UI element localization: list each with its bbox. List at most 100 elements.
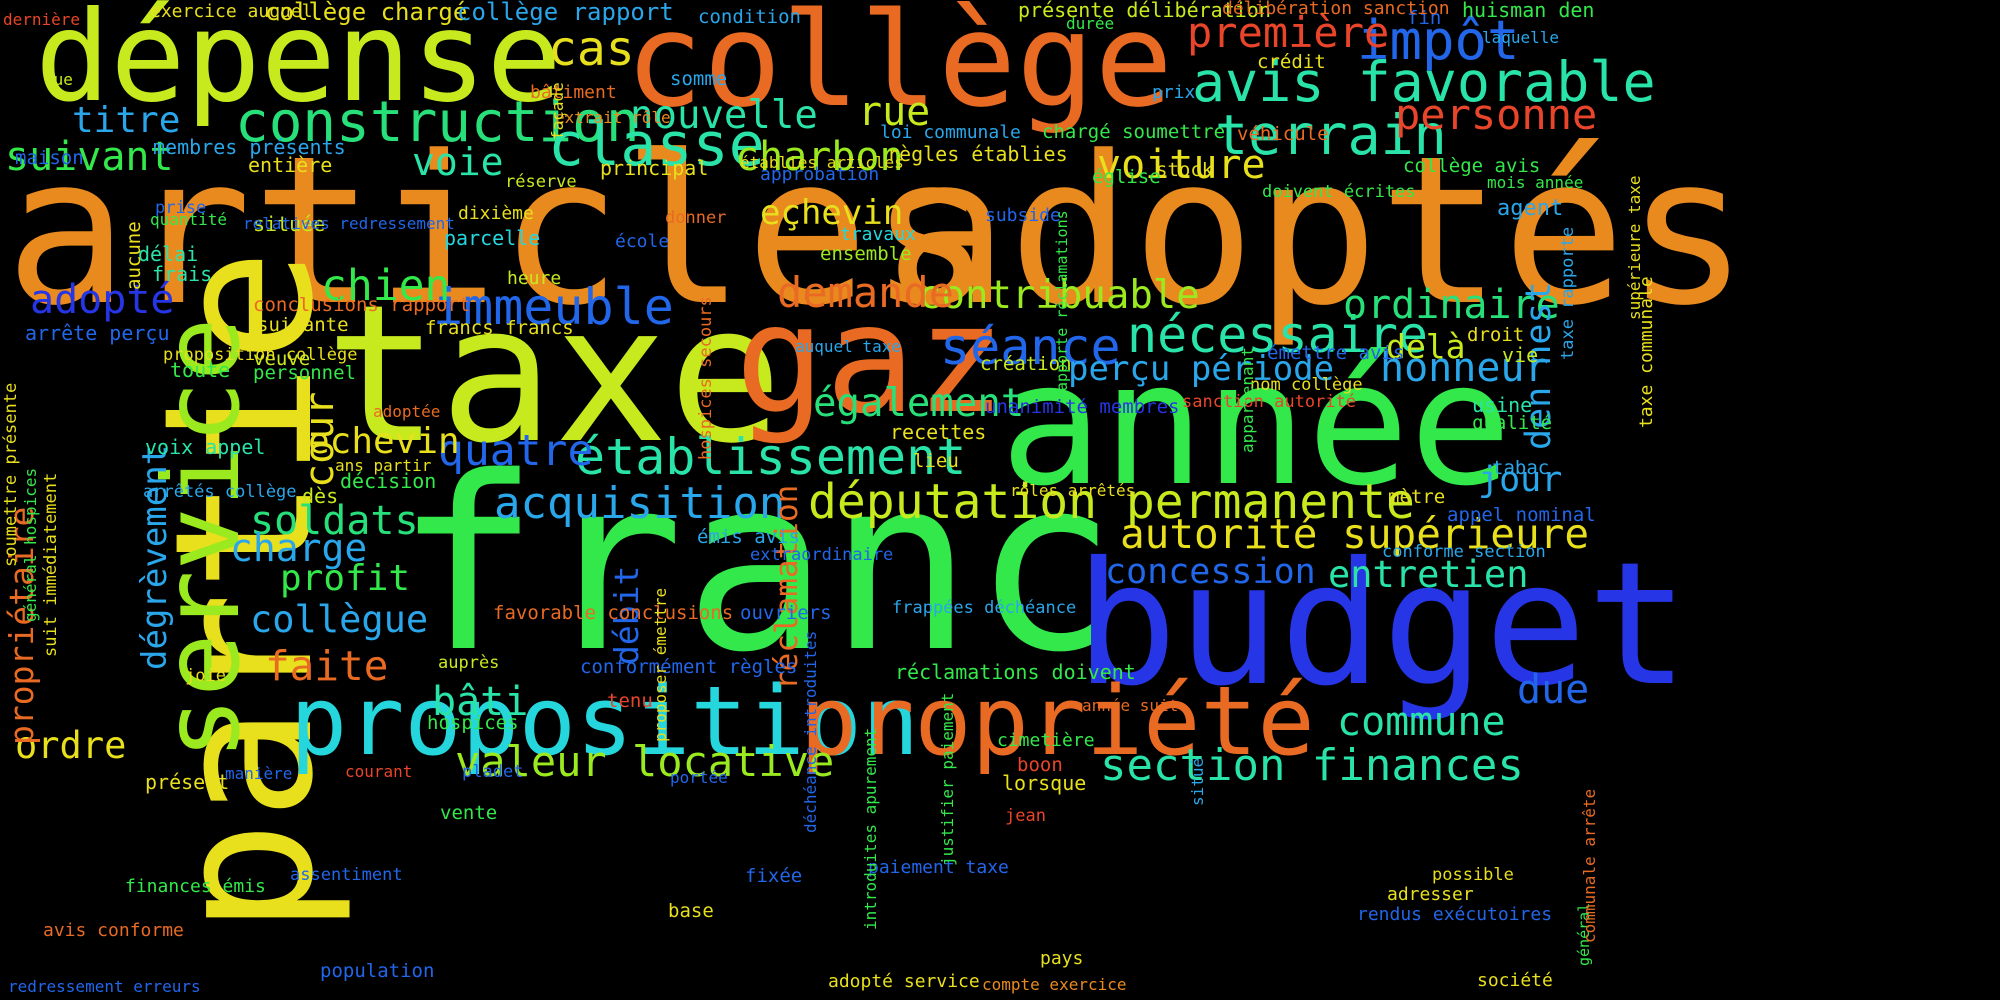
word-derniere: dernière: [3, 10, 81, 29]
word-depense: dépense: [35, 0, 562, 130]
word-conformement-regles: conformément règles: [580, 656, 798, 678]
word-aucune: aucune: [123, 221, 145, 290]
word-creation: création: [980, 353, 1072, 375]
word-possible: possible: [1432, 865, 1514, 885]
word-rue: rue: [858, 89, 931, 135]
word-travaux: travaux: [840, 224, 916, 245]
word-charge-soumettre: chargé soumettre: [1042, 121, 1226, 143]
word-communale-arrete: communale arrête: [1580, 788, 1599, 943]
word-cas: cas: [548, 21, 635, 77]
word-emis-avis: émis avis: [697, 526, 800, 548]
word-nom-college: nom collège: [1250, 375, 1363, 395]
word-veuve: veuve: [253, 348, 311, 370]
word-degrevement: dégrèvement: [135, 444, 175, 670]
word-condition: condition: [698, 6, 801, 28]
word-avis-conforme: avis conforme: [43, 920, 184, 941]
word-voix-appel: voix appel: [145, 435, 266, 459]
word-appel-nominal: appel nominal: [1447, 504, 1596, 526]
word-vehicule: véhicule: [1237, 123, 1329, 145]
word-propriete: propriété: [800, 667, 1315, 777]
word-faite: faite: [265, 642, 389, 690]
word-approbation: approbation: [760, 164, 880, 185]
word-proposer-emettre: proposer émettre: [651, 587, 670, 742]
word-personnel: personnel: [253, 362, 356, 384]
word-francs-francs: francs francs: [425, 317, 574, 339]
word-bati: bâti: [432, 679, 529, 725]
word-taxe: taxe: [325, 264, 783, 485]
word-agent: agent: [1497, 196, 1564, 221]
word-collegue: collègue: [250, 598, 429, 641]
word-premiere: première: [1187, 8, 1390, 57]
word-conclusions-rapport: conclusions rapport: [253, 294, 471, 316]
word-annee: année: [1000, 326, 1512, 524]
word-situee: située: [253, 212, 326, 236]
word-jean: jean: [1005, 806, 1046, 826]
word-contribuable: contribuable: [918, 273, 1200, 318]
word-college-avis: collège avis: [1403, 155, 1541, 177]
word-redressement-erreurs: redressement erreurs: [8, 977, 201, 996]
word-subside: subside: [985, 205, 1061, 226]
word-principal: principal: [600, 156, 709, 180]
word-extrait-role: extrait rôle: [555, 108, 671, 127]
word-tabac: tabac: [1492, 457, 1550, 479]
word-charbon: charbon: [735, 134, 904, 180]
word-portee: portée: [670, 768, 728, 787]
word-etablies-articles: établies articles: [740, 153, 904, 172]
word-hospices: hospices: [427, 712, 519, 734]
word-gaz: gaz: [735, 273, 1006, 447]
word-facade: façade: [548, 82, 567, 140]
word-droit: droit: [1467, 324, 1525, 346]
word-due: due: [1517, 667, 1590, 713]
word-loi-communale: loi communale: [880, 122, 1021, 143]
word-donner: donner: [665, 208, 727, 228]
word-college-charge: collège chargé: [265, 0, 468, 26]
word-maniere: manière: [225, 764, 293, 783]
word-conforme-section: conforme section: [1382, 542, 1546, 562]
word-seance: séance: [940, 318, 1121, 376]
word-qualite: qualité: [1472, 412, 1553, 434]
word-paiement-taxe: paiement taxe: [868, 857, 1009, 878]
word-batiment: bâtiment: [530, 82, 617, 103]
word-adoptes: adoptés: [885, 113, 1749, 351]
word-extraordinaire: extraordinaire: [750, 545, 894, 565]
word-adoptee: adoptée: [373, 402, 441, 421]
word-vente: vente: [440, 802, 498, 824]
word-college: collège: [625, 0, 1173, 136]
word-finances-emis: finances émis: [125, 876, 266, 897]
word-compte-exercice: compte exercice: [982, 975, 1127, 994]
word-concession: concession: [1105, 552, 1316, 592]
word-arretes-college: arrêtés collège: [143, 482, 297, 502]
word-pays: pays: [1040, 948, 1084, 969]
word-acquisition: acquisition: [494, 478, 786, 529]
word-titre: titre: [72, 100, 181, 141]
word-ordinaire: ordinaire: [1343, 282, 1560, 328]
word-appartenant: appartenant: [1238, 347, 1257, 453]
word-dixieme: dixième: [458, 203, 534, 224]
word-des: dès: [302, 484, 339, 508]
word-frais: frais: [152, 262, 213, 286]
word-echevin: eçhevin: [760, 193, 904, 233]
word-prise: prise: [155, 198, 207, 218]
word-roles-arretes: rôles arrêtés: [1010, 481, 1136, 500]
word-ecole: école: [615, 231, 670, 252]
word-necessaire: nécessaire: [1127, 306, 1429, 364]
word-fin: fin: [1407, 7, 1442, 29]
word-percu-periode: perçu période: [1068, 349, 1335, 389]
word-membres-presents: membres présents: [153, 135, 346, 159]
word-regles-etablies: règles établies: [887, 142, 1068, 166]
word-adresser: adresser: [1387, 884, 1474, 905]
word-dela: delà: [1386, 327, 1466, 366]
word-assentiment: assentiment: [290, 865, 403, 885]
word-relatives-redressement: relatives redressement: [243, 214, 455, 233]
word-suivante: suivante: [257, 314, 349, 336]
word-huisman-den: huisman den: [1462, 0, 1595, 22]
word-adopte-service: adopté service: [828, 971, 980, 992]
word-base: base: [668, 900, 714, 922]
word-budget: budget: [1075, 526, 1690, 724]
word-eglise: église: [1092, 166, 1161, 188]
word-entretien: entretien: [1328, 553, 1529, 596]
word-tenu: tenu: [607, 690, 653, 712]
word-rendus-executoires: rendus exécutoires: [1357, 904, 1553, 925]
word-present: présent: [145, 770, 230, 794]
